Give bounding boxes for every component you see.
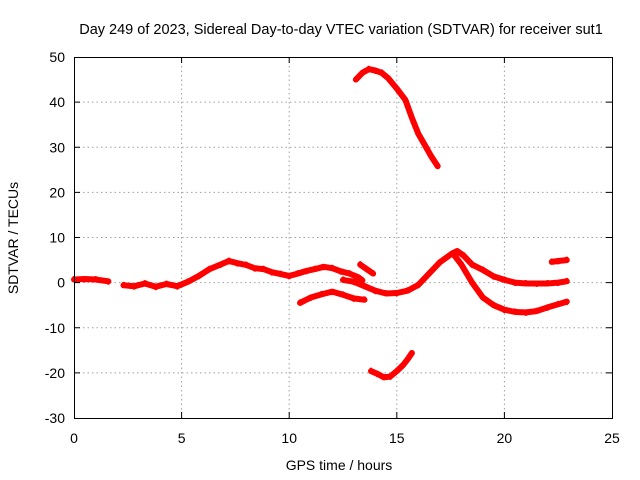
series-trace-4-texture — [298, 290, 366, 303]
series-trace-4 — [297, 288, 368, 306]
x-axis-title: GPS time / hours — [286, 457, 393, 473]
y-tick-label: -10 — [45, 320, 65, 336]
series-trace-7-texture — [550, 256, 569, 265]
y-tick-label: 20 — [49, 184, 65, 200]
y-tick-label: 0 — [57, 275, 65, 291]
series-trace-2-texture — [122, 257, 364, 291]
axis-ticks: 0 5 10 15 20 25 -30 -20 -10 0 10 20 30 40 50 — [45, 49, 620, 446]
y-tick-label: -30 — [45, 410, 65, 426]
series-trace-5-texture — [341, 251, 569, 297]
x-tick-label: 25 — [604, 430, 620, 446]
x-tick-label: 0 — [70, 430, 78, 446]
series-trace-8-texture — [354, 65, 440, 166]
x-tick-label: 15 — [389, 430, 405, 446]
series-trace-3-texture — [358, 261, 375, 274]
y-tick-label: 40 — [49, 94, 65, 110]
x-tick-label: 20 — [497, 430, 513, 446]
series-layer — [71, 65, 570, 381]
series-trace-9-texture — [369, 353, 414, 380]
y-tick-label: 50 — [49, 49, 65, 65]
x-tick-label: 10 — [281, 430, 297, 446]
y-tick-label: 10 — [49, 230, 65, 246]
y-axis-title: SDTVAR / TECUs — [5, 182, 21, 294]
y-tick-label: -20 — [45, 365, 65, 381]
x-tick-label: 5 — [178, 430, 186, 446]
grid — [74, 57, 612, 418]
y-tick-label: 30 — [49, 139, 65, 155]
series-trace-1-texture — [72, 276, 110, 285]
series-trace-6-texture — [451, 249, 569, 316]
chart-title: Day 249 of 2023, Sidereal Day-to-day VTE… — [79, 22, 603, 38]
